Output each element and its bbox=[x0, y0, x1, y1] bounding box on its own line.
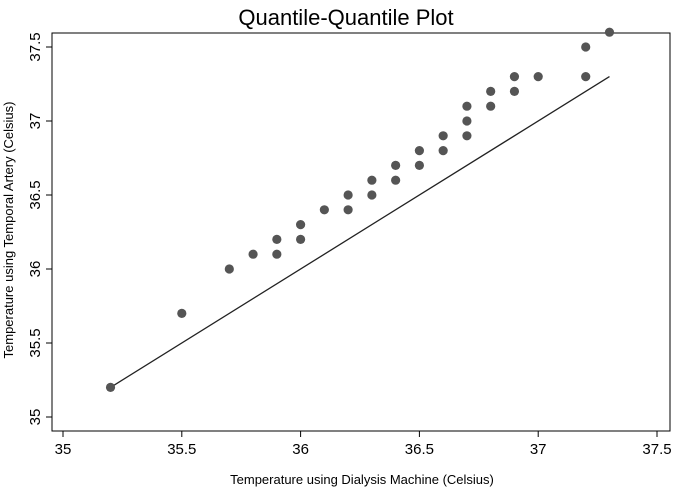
data-point bbox=[509, 72, 520, 82]
data-point bbox=[604, 27, 615, 37]
data-point bbox=[272, 234, 282, 244]
x-axis: 35 35.5 36 36.5 37 37.5 bbox=[55, 431, 672, 458]
points-layer bbox=[105, 27, 615, 392]
data-point bbox=[462, 101, 472, 111]
data-point bbox=[367, 190, 377, 200]
data-point bbox=[414, 146, 424, 156]
y-tick-label: 35 bbox=[27, 409, 44, 426]
x-axis-title: Temperature using Dialysis Machine (Cels… bbox=[230, 472, 494, 487]
data-point bbox=[391, 175, 401, 185]
data-point bbox=[177, 308, 187, 318]
data-point bbox=[296, 220, 306, 230]
x-tick-label: 37.5 bbox=[642, 441, 671, 458]
data-point bbox=[438, 146, 448, 156]
x-tick-label: 36.5 bbox=[405, 441, 434, 458]
x-tick-label: 35 bbox=[55, 441, 72, 458]
data-point bbox=[343, 205, 353, 215]
x-tick-label: 36 bbox=[292, 441, 309, 458]
chart-title: Quantile-Quantile Plot bbox=[238, 5, 453, 30]
reference-line-layer bbox=[110, 76, 610, 388]
data-point bbox=[105, 382, 116, 392]
data-point bbox=[462, 131, 472, 141]
data-point bbox=[462, 116, 472, 126]
y-tick-label: 36 bbox=[27, 261, 44, 278]
data-point bbox=[533, 72, 543, 82]
data-point bbox=[319, 205, 329, 215]
data-point bbox=[296, 234, 306, 244]
data-point bbox=[367, 175, 377, 185]
x-tick-label: 37 bbox=[530, 441, 547, 458]
data-point bbox=[486, 101, 496, 111]
data-point bbox=[581, 42, 591, 52]
y-tick-label: 37.5 bbox=[27, 32, 44, 61]
data-point bbox=[509, 86, 520, 96]
y-tick-label: 37 bbox=[27, 113, 44, 130]
x-tick-label: 35.5 bbox=[167, 441, 196, 458]
data-point bbox=[248, 249, 258, 259]
data-point bbox=[486, 86, 496, 96]
y-axis-title: Temperature using Temporal Artery (Celsi… bbox=[1, 102, 16, 359]
reference-line bbox=[110, 76, 610, 388]
data-point bbox=[272, 249, 282, 259]
data-point bbox=[391, 160, 401, 170]
data-point bbox=[224, 264, 234, 274]
data-point bbox=[414, 160, 424, 170]
y-tick-label: 36.5 bbox=[27, 180, 44, 209]
y-axis: 35 35.5 36 36.5 37 37.5 bbox=[27, 32, 52, 425]
y-tick-label: 35.5 bbox=[27, 328, 44, 357]
plot-area-frame bbox=[51, 32, 671, 432]
data-point bbox=[343, 190, 353, 200]
data-point bbox=[581, 72, 591, 82]
data-point bbox=[438, 131, 448, 141]
